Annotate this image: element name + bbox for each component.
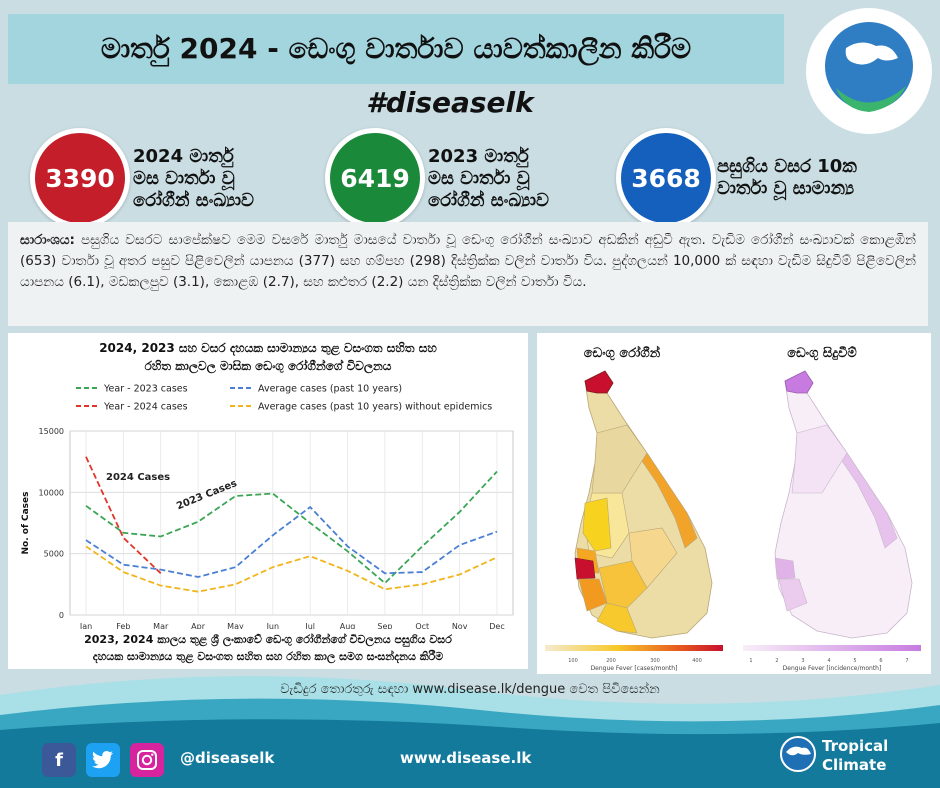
globe-icon: [825, 22, 913, 112]
x-tick-label: Jun: [266, 622, 280, 629]
chart-title-line: රහිත කාලවල මාසික ඩෙංගු රෝගීන්ගේ විචලනය: [144, 359, 392, 373]
instagram-icon[interactable]: [130, 743, 164, 777]
stat-average-label: පසුගිය වසර 10ක වාර්තා වූ සාමාන්‍ය: [717, 156, 857, 200]
line-chart-panel: 2024, 2023 සහ වසර දහයක සාමාන්‍යය තුළ වසං…: [8, 333, 528, 669]
brand-name-line: Tropical: [822, 737, 889, 755]
series-line: [85, 505, 498, 578]
x-tick-label: Oct: [415, 622, 429, 629]
stat-2023-value: 6419: [340, 163, 410, 193]
incidence-color-scale: [743, 645, 921, 651]
x-tick-label: Nov: [452, 622, 468, 629]
page-title: මාර්තු 2024 - ඩෙංගු වාර්තාව යාවත්කාලීන ක…: [100, 32, 692, 65]
chart-title: 2024, 2023 සහ වසර දහයක සාමාන්‍යය තුළ වසං…: [8, 339, 528, 375]
brand-name: Tropical Climate: [822, 737, 888, 775]
summary-box: සාරාංශය: පසුගිය වසරට සාපේක්ෂව මෙම වසරේ ම…: [8, 222, 928, 326]
chart-title-line: 2024, 2023 සහ වසර දහයක සාමාන්‍යය තුළ වසං…: [99, 341, 437, 355]
annotation-2024: 2024 Cases: [106, 472, 170, 483]
cases-map: [574, 370, 713, 639]
incidence-map: [774, 370, 913, 639]
map-scale-labels: 100 200 300 400 Dengue Fever [cases/mont…: [537, 656, 931, 674]
y-tick-label: 5000: [44, 550, 64, 559]
incidence-scale-tick: 1: [749, 658, 752, 664]
x-tick-label: Jan: [79, 622, 92, 629]
summary-text: පසුගිය වසරට සාපේක්ෂව මෙම වසරේ මාර්තු මාස…: [20, 232, 916, 290]
incidence-scale-tick: 2: [775, 658, 778, 664]
legend-label: Year - 2024 cases: [103, 402, 188, 413]
x-tick-label: Sep: [377, 622, 392, 629]
chart-footer-line: 2023, 2024 කාලය තුළ ශ්‍රී ලංකාවේ ඩෙංගු ර…: [84, 633, 452, 646]
map-scale-svg: 100 200 300 400 Dengue Fever [cases/mont…: [568, 658, 908, 672]
stat-2023-label-line: 2023 මාර්තු: [428, 146, 529, 167]
brand-name-line: Climate: [822, 756, 887, 774]
cases-scale-tick: 200: [606, 658, 616, 664]
incidence-scale-tick: 6: [879, 658, 882, 664]
incidence-scale-tick: 7: [905, 658, 908, 664]
legend-label: Average cases (past 10 years) without ep…: [258, 402, 492, 413]
stat-average-label-line: පසුගිය වසර 10ක: [717, 156, 857, 177]
x-tick-label: May: [227, 622, 244, 629]
cases-scale-tick: 300: [650, 658, 660, 664]
instagram-camera-shape: [137, 750, 157, 770]
incidence-scale-tick: 3: [801, 658, 804, 664]
tropical-climate-logo: [778, 734, 818, 778]
org-logo: [806, 8, 932, 134]
stat-2024-label-line: 2024 මාර්තු: [133, 146, 234, 167]
stat-2024-value: 3390: [45, 163, 115, 193]
x-tick-label: Feb: [116, 622, 130, 629]
website-link[interactable]: www.disease.lk: [400, 749, 532, 767]
summary-heading: සාරාංශය:: [20, 232, 75, 248]
more-info-text: වැඩිදුර තොරතුරු සඳහා www.disease.lk/deng…: [280, 682, 660, 697]
page-title-bar: මාර්තු 2024 - ඩෙංගු වාර්තාව යාවත්කාලීන ක…: [8, 14, 784, 84]
cases-scale-tick: 100: [568, 658, 578, 664]
series-line: [85, 470, 498, 585]
stat-2023-circle: 6419: [325, 128, 425, 228]
cases-scale-label: Dengue Fever [cases/month]: [591, 665, 678, 672]
stat-average-label-line: වාර්තා වූ සාමාන්‍ය: [717, 178, 855, 199]
y-axis-label: No. of Cases: [21, 492, 31, 555]
stat-2023-label: 2023 මාර්තු මස වාර්තා වූ රෝගීන් සංඛ්‍යාව: [428, 146, 549, 212]
y-tick-label: 0: [59, 611, 64, 620]
x-tick-label: Mar: [153, 622, 169, 629]
chart-footer-line: දහයක සාමාන්‍යය තුළ වසංගත සහිත සහ රහිත කා…: [92, 650, 444, 663]
stat-2024-label: 2024 මාර්තු මස වාර්තා වූ රෝගීන් සංඛ්‍යාව: [133, 146, 254, 212]
facebook-icon[interactable]: f: [42, 743, 76, 777]
plot-area: [69, 430, 514, 616]
series-line: [85, 545, 498, 593]
x-tick-label: Jul: [304, 622, 315, 629]
hashtag: #diseaselk: [366, 86, 534, 119]
twitter-icon[interactable]: [86, 743, 120, 777]
legend-label: Average cases (past 10 years): [258, 384, 402, 395]
incidence-scale-label: Dengue Fever [incidence/month]: [783, 665, 882, 672]
stat-average-value: 3668: [631, 163, 701, 193]
footer-waves: [0, 676, 940, 788]
incidence-map-title: ඩෙංගු සිදුවීම්: [787, 345, 857, 361]
maps-panel: ඩෙංගු රෝගීන් ඩෙංගු සිදුවීම්: [537, 333, 931, 657]
stat-2024-circle: 3390: [30, 128, 130, 228]
legend-label: Year - 2023 cases: [103, 384, 188, 395]
chart-footer: 2023, 2024 කාලය තුළ ශ්‍රී ලංකාවේ ඩෙංගු ර…: [8, 631, 528, 665]
district-maps: ඩෙංගු රෝගීන් ඩෙංගු සිදුවීම්: [545, 344, 921, 651]
stat-average-circle: 3668: [616, 128, 716, 228]
x-tick-label: Dec: [489, 622, 504, 629]
series-line: [85, 456, 162, 574]
stat-2024-label-line: මස වාර්තා වූ: [133, 168, 235, 189]
twitter-bird-shape: [92, 751, 113, 769]
incidence-scale-tick: 5: [853, 658, 856, 664]
stat-2023-label-line: රෝගීන් සංඛ්‍යාව: [428, 190, 549, 211]
incidence-scale-tick: 4: [827, 658, 830, 664]
cases-color-scale: [545, 645, 723, 651]
x-tick-label: Aug: [340, 622, 356, 629]
x-tick-label: Apr: [191, 622, 206, 629]
cases-map-title: ඩෙංගු රෝගීන්: [584, 344, 661, 361]
y-tick-label: 10000: [39, 488, 64, 497]
y-tick-label: 15000: [39, 427, 64, 436]
tropical-climate-globe-icon: [780, 736, 816, 772]
cases-scale-tick: 400: [692, 658, 702, 664]
stat-2024-label-line: රෝගීන් සංඛ්‍යාව: [133, 190, 254, 211]
social-handle[interactable]: @diseaselk: [180, 749, 275, 767]
stat-2023-label-line: මස වාර්තා වූ: [428, 168, 530, 189]
line-chart: 0 5000 10000 15000 Jan Feb Mar Apr May Jun Jul Aug S…: [21, 384, 514, 629]
